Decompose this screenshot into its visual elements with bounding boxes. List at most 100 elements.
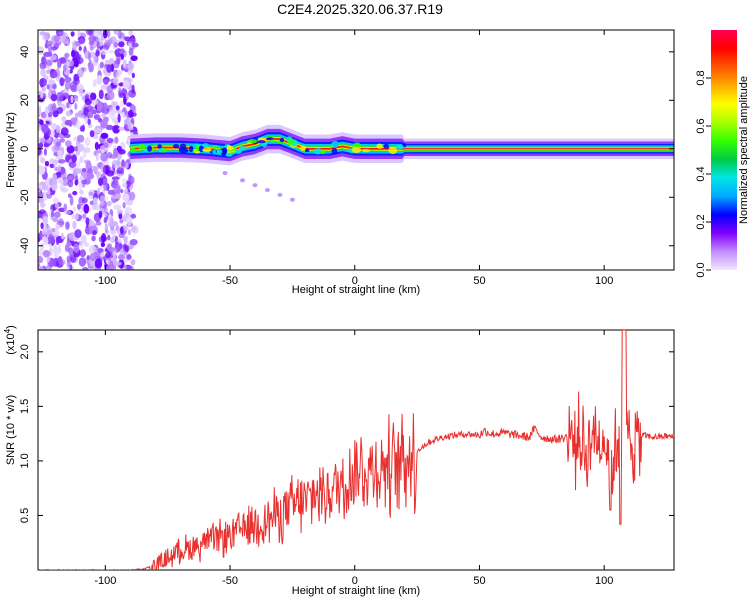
noise-blob — [78, 257, 87, 267]
noise-blob — [60, 169, 67, 180]
noise-blob — [72, 220, 77, 230]
ridge-speckle — [353, 142, 361, 149]
noise-blob — [79, 175, 84, 182]
noise-blob — [109, 227, 117, 235]
y-tick-label: 40 — [19, 46, 31, 58]
noise-blob — [86, 255, 91, 261]
noise-blob — [93, 30, 102, 38]
colorbar-tick-label: 0.4 — [695, 166, 707, 181]
noise-blob — [129, 37, 136, 44]
spectrogram-y-ticks: -40 -20 0 20 40 — [19, 46, 674, 254]
noise-blob — [84, 98, 92, 106]
noise-blob — [130, 55, 138, 62]
ridge-speckle — [138, 143, 146, 150]
noise-blob — [127, 229, 132, 236]
trail-blob — [240, 178, 246, 183]
ridge-speckle — [173, 143, 180, 149]
noise-blob — [52, 173, 58, 182]
noise-blob — [39, 77, 47, 87]
noise-blob — [46, 58, 53, 68]
y-tick-label: -40 — [19, 238, 31, 254]
noise-blob — [81, 179, 88, 185]
noise-blob — [122, 193, 130, 202]
ridge-speckle — [331, 140, 339, 148]
snr-marks — [38, 330, 674, 570]
noise-blob — [81, 95, 86, 102]
noise-blob — [96, 40, 100, 50]
noise-blob — [95, 152, 99, 162]
noise-blob — [122, 59, 127, 69]
trail-blob — [289, 197, 295, 202]
noise-blob — [106, 264, 113, 270]
ridge-speckle — [331, 148, 338, 155]
noise-blob — [76, 143, 85, 152]
snr-y-label: SNR (10 * v/v) — [5, 395, 17, 465]
noise-blob — [83, 203, 90, 214]
noise-blob — [39, 230, 43, 241]
noise-blob — [42, 215, 48, 226]
y-tick-label: 1.5 — [19, 399, 31, 414]
noise-blob — [119, 226, 124, 235]
noise-blob — [66, 259, 71, 268]
x-tick-label: -100 — [94, 275, 116, 287]
noise-blob — [112, 124, 121, 134]
noise-blob — [60, 178, 64, 186]
noise-blob — [103, 142, 109, 149]
noise-blob — [54, 145, 61, 151]
colorbar-tick-label: 0.0 — [695, 262, 707, 277]
noise-blob — [106, 90, 115, 101]
noise-blob — [52, 71, 58, 78]
trail-blob — [264, 188, 270, 192]
noise-blob — [90, 99, 99, 106]
noise-blob — [70, 95, 74, 104]
noise-blob — [115, 105, 120, 111]
noise-blob — [85, 226, 91, 235]
noise-blob — [101, 212, 108, 218]
noise-blob — [91, 166, 99, 173]
ridge-speckle — [157, 144, 162, 149]
noise-blob — [126, 181, 131, 188]
ridge-red — [130, 138, 674, 153]
noise-blob — [103, 79, 109, 85]
noise-blob — [47, 112, 53, 118]
ridge-speckle — [222, 147, 228, 155]
noise-blob — [122, 182, 128, 188]
noise-blob — [106, 30, 111, 38]
noise-blob — [68, 247, 74, 256]
noise-blob — [71, 49, 76, 58]
noise-blob — [51, 46, 58, 51]
noise-blob — [42, 92, 47, 100]
noise-blob — [38, 107, 42, 116]
noise-blob — [72, 41, 77, 52]
noise-blob — [128, 48, 134, 56]
noise-blob — [88, 51, 92, 62]
noise-blob — [54, 203, 60, 208]
noise-blob — [49, 158, 56, 164]
noise-blob — [100, 132, 109, 139]
noise-blob — [119, 93, 127, 98]
snr-series-line — [38, 330, 674, 570]
colorbar-tick-label: 0.6 — [695, 118, 707, 133]
noise-blob — [74, 103, 78, 110]
noise-blob — [57, 256, 63, 265]
ridge-speckle — [270, 139, 276, 143]
noise-blob — [105, 124, 114, 131]
noise-blob — [107, 189, 115, 195]
noise-blob — [56, 220, 65, 226]
noise-blob — [108, 49, 115, 54]
noise-blob — [73, 243, 80, 254]
noise-blob — [79, 156, 84, 163]
noise-blob — [53, 34, 60, 43]
noise-blob — [98, 210, 103, 219]
x-tick-label: 50 — [473, 575, 485, 587]
colorbar: 0.0 0.2 0.4 0.6 0.8 Normalized spectral ampl… — [695, 30, 750, 278]
ridge-speckle — [300, 145, 307, 151]
noise-blob — [92, 134, 99, 140]
noise-blob — [48, 234, 54, 244]
noise-blob — [126, 102, 132, 107]
noise-blob — [123, 96, 127, 105]
noise-blob — [40, 93, 44, 99]
noise-blob — [40, 68, 46, 77]
noise-blob — [47, 43, 53, 52]
noise-blob — [122, 201, 126, 209]
